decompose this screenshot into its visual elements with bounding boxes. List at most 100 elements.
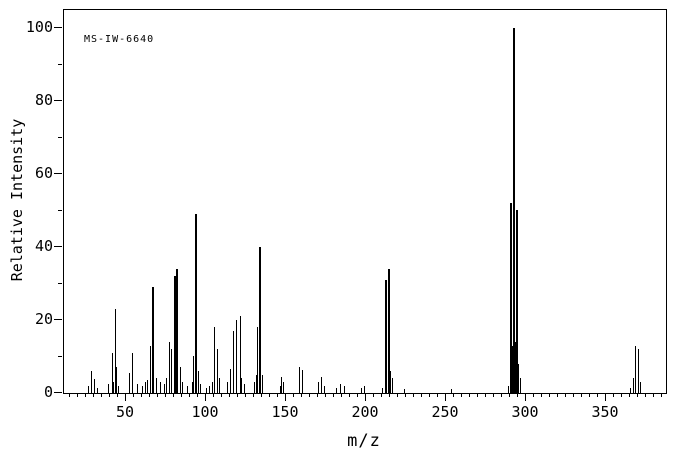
spectrum-peak [227,382,228,393]
spectrum-peak [516,210,518,393]
spectrum-peak [145,382,146,393]
x-minor-tick [149,393,150,397]
plot-area [63,9,667,394]
spectrum-peak [382,388,383,393]
spectrum-peak [520,378,521,393]
spectrum-peak [518,364,519,393]
spectrum-peak [153,375,154,393]
spectrum-peak [94,379,95,393]
x-minor-tick [421,393,422,397]
x-minor-tick [573,393,574,397]
x-minor-tick [213,393,214,397]
spectrum-peak [236,320,237,393]
x-minor-tick [621,393,622,397]
x-minor-tick [181,393,182,397]
spectrum-peak [118,386,119,393]
spectrum-peak [630,388,631,393]
x-minor-tick [405,393,406,397]
x-axis-title: m/z [347,431,381,451]
y-tick-label: 40 [34,237,53,255]
x-minor-tick [365,393,366,401]
x-minor-tick [357,393,358,397]
spectrum-peak [91,371,92,393]
spectrum-peak [281,377,282,393]
x-minor-tick [101,393,102,397]
x-minor-tick [349,393,350,397]
x-minor-tick [341,393,342,397]
x-minor-tick [317,393,318,397]
spectrum-peak [132,353,133,393]
x-minor-tick [485,393,486,397]
spectrum-peak [156,378,157,393]
spectrum-peak [166,378,167,393]
x-minor-tick [445,393,446,401]
x-tick-label: 150 [271,403,299,421]
spectrum-peak [513,28,515,393]
spectrum-peak [260,335,261,393]
spectrum-peak [233,331,234,393]
spectrum-peak [633,378,634,393]
spectrum-peak [137,384,138,393]
x-minor-tick [333,393,334,397]
spectrum-peak [113,382,114,393]
x-minor-tick [229,393,230,397]
x-minor-tick [269,393,270,397]
y-major-tick [54,319,62,320]
x-minor-tick [205,393,206,401]
x-minor-tick [285,393,286,401]
spectrum-peak [129,373,130,393]
x-minor-tick [237,393,238,397]
spectrum-peak [196,309,197,393]
x-minor-tick [613,393,614,397]
spectrum-peak [302,370,303,393]
spectrum-peak [180,367,181,393]
x-minor-tick [469,393,470,397]
x-minor-tick [389,393,390,397]
spectrum-peak [336,388,337,393]
x-minor-tick [397,393,398,397]
y-minor-tick [58,283,62,284]
spectrum-peak [152,287,154,393]
spectrum-peak [256,375,257,393]
spectrum-peak [283,382,284,393]
x-tick-label: 50 [115,403,135,421]
spectrum-peak [171,349,172,393]
x-minor-tick [141,393,142,397]
spectrum-peak [385,280,387,393]
y-tick-label: 20 [34,310,53,328]
spectrum-peak [262,375,263,393]
x-minor-tick [197,393,198,397]
x-minor-tick [165,393,166,397]
x-minor-tick [173,393,174,397]
x-minor-tick [93,393,94,397]
x-minor-tick [77,393,78,397]
x-minor-tick [477,393,478,397]
spectrum-peak [324,386,325,393]
x-minor-tick [413,393,414,397]
spectrum-peak [209,386,210,393]
x-minor-tick [261,393,262,397]
x-minor-tick [245,393,246,397]
spectrum-peak [512,346,513,393]
x-minor-tick [117,393,118,397]
spectrum-peak [88,386,89,393]
spectrum-peak [214,327,215,393]
x-minor-tick [501,393,502,397]
x-minor-tick [629,393,630,397]
y-major-tick [54,392,62,393]
spectrum-peak [299,367,300,393]
x-minor-tick [557,393,558,397]
y-axis-title: Relative Intensity [8,118,26,282]
spectrum-peak [254,382,255,393]
x-minor-tick [645,393,646,397]
x-minor-tick [109,393,110,397]
x-minor-tick [85,393,86,397]
spectrum-peak [219,378,220,393]
x-minor-tick [69,393,70,397]
x-minor-tick [509,393,510,397]
x-minor-tick [309,393,310,397]
y-minor-tick [58,64,62,65]
spectrum-peak [97,388,98,393]
spectrum-peak [635,346,636,393]
y-tick-label: 60 [34,164,53,182]
